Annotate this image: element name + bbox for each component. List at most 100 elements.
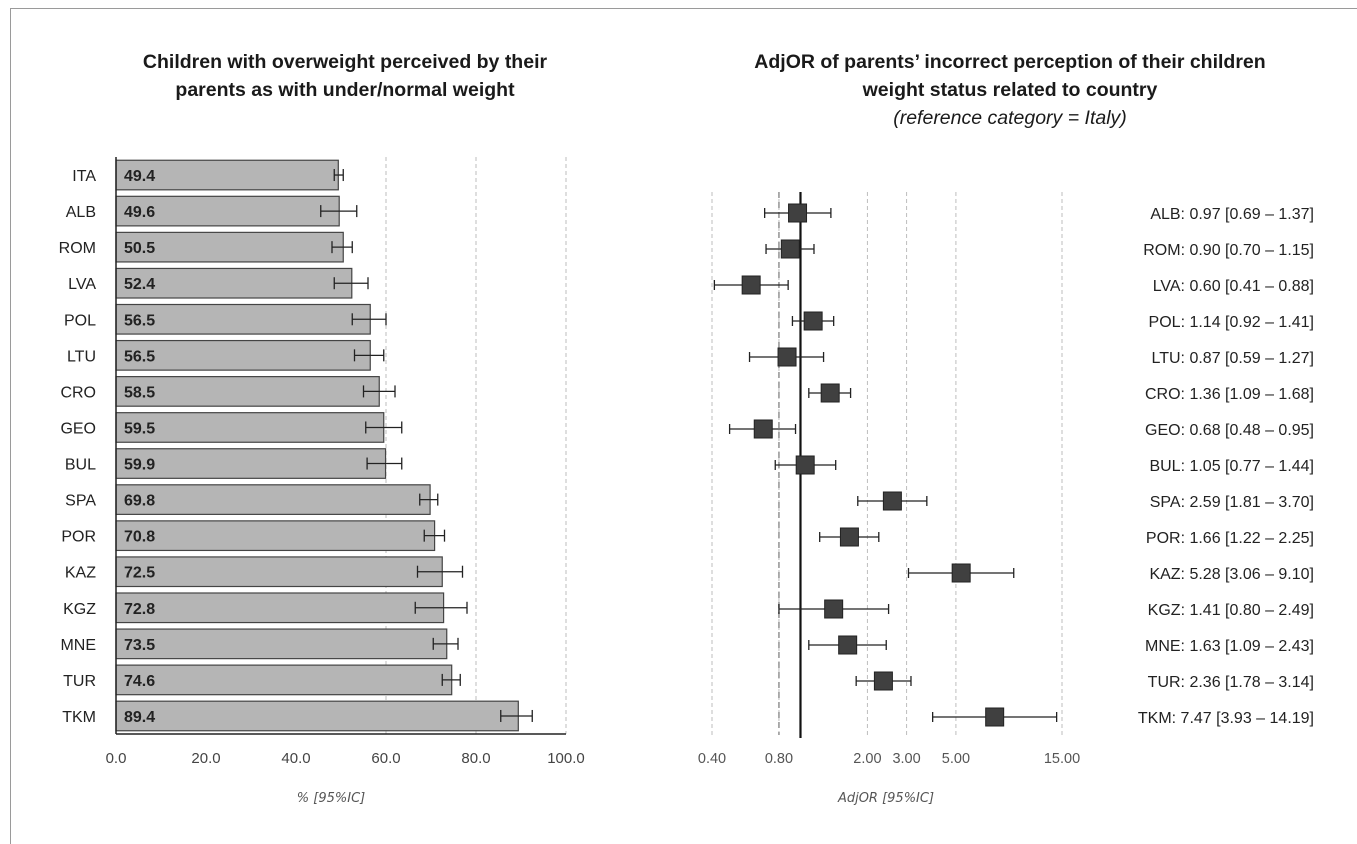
or-marker-kaz: [951, 563, 971, 583]
or-marker-cro: [820, 383, 840, 403]
bar-alb: [115, 195, 340, 227]
or-marker-pol: [803, 311, 823, 331]
right-chart-title-line1: AdjOR of parents’ incorrect perception o…: [754, 51, 1266, 73]
left-x-tick-2: 40.0: [281, 750, 310, 767]
value-label-pol: 56.5: [124, 312, 155, 329]
category-label-mne: MNE: [60, 637, 96, 654]
or-marker-spa: [882, 491, 902, 511]
or-marker-tur: [873, 671, 893, 691]
or-label-por: POR: 1.66 [1.22 – 2.25]: [1146, 530, 1314, 547]
category-label-kaz: KAZ: [65, 565, 96, 582]
or-label-tur: TUR: 2.36 [1.78 – 3.14]: [1148, 674, 1314, 691]
value-label-kaz: 72.5: [124, 565, 155, 582]
or-marker-lva: [741, 275, 761, 295]
bar-pol: [115, 303, 371, 335]
right-x-tick-4: 5.00: [942, 751, 970, 767]
bar-kgz: [115, 592, 445, 624]
bar-geo: [115, 412, 385, 443]
left-x-tick-4: 80.0: [461, 750, 490, 767]
figure-frame: [10, 8, 1357, 844]
right-x-tick-3: 3.00: [892, 751, 920, 767]
right-x-tick-0: 0.40: [698, 751, 726, 767]
or-label-geo: GEO: 0.68 [0.48 – 0.95]: [1145, 422, 1314, 439]
category-label-lva: LVA: [68, 276, 96, 293]
value-label-ita: 49.4: [124, 168, 155, 185]
or-marker-bul: [795, 455, 815, 475]
left-chart-title: Children with overweight perceived by th…: [60, 48, 630, 104]
value-label-alb: 49.6: [124, 204, 155, 221]
or-marker-tkm: [985, 707, 1005, 727]
or-label-cro: CRO: 1.36 [1.09 – 1.68]: [1145, 386, 1314, 403]
or-marker-alb: [788, 203, 808, 223]
left-x-tick-1: 20.0: [191, 750, 220, 767]
category-label-tur: TUR: [63, 673, 96, 690]
category-label-ita: ITA: [72, 168, 96, 185]
value-label-ltu: 56.5: [124, 348, 155, 365]
right-x-axis-label: AdjOR [95%IC]: [837, 791, 934, 806]
left-x-tick-0: 0.0: [106, 750, 127, 767]
category-label-ltu: LTU: [67, 348, 96, 365]
category-label-cro: CRO: [60, 384, 96, 401]
bar-tkm: [115, 700, 519, 732]
bar-lva: [115, 267, 353, 299]
or-label-mne: MNE: 1.63 [1.09 – 2.43]: [1145, 638, 1314, 655]
value-label-rom: 50.5: [124, 240, 155, 257]
value-label-bul: 59.9: [124, 457, 155, 474]
value-label-kgz: 72.8: [124, 601, 155, 618]
or-marker-por: [839, 527, 859, 547]
left-x-tick-5: 100.0: [547, 750, 585, 767]
or-label-bul: BUL: 1.05 [0.77 – 1.44]: [1149, 458, 1314, 475]
left-chart-title-line1: Children with overweight perceived by th…: [142, 51, 548, 73]
left-chart-title-line2: parents as with under/normal weight: [175, 79, 515, 101]
or-marker-geo: [753, 419, 773, 439]
left-x-axis-label: % [95%IC]: [297, 791, 365, 806]
or-marker-rom: [780, 239, 800, 259]
category-label-bul: BUL: [65, 457, 96, 474]
bar-ltu: [115, 339, 371, 371]
right-chart-subtitle: (reference category = Italy): [893, 107, 1127, 129]
bar-mne: [115, 628, 448, 660]
or-label-pol: POL: 1.14 [0.92 – 1.41]: [1149, 314, 1314, 331]
category-label-kgz: KGZ: [63, 601, 96, 618]
or-label-ltu: LTU: 0.87 [0.59 – 1.27]: [1152, 350, 1314, 367]
category-label-spa: SPA: [65, 493, 96, 510]
bar-rom: [115, 231, 344, 263]
bar-tur: [115, 664, 453, 696]
category-label-alb: ALB: [66, 204, 96, 221]
value-label-tkm: 89.4: [124, 709, 155, 726]
category-label-geo: GEO: [60, 420, 96, 437]
value-label-cro: 58.5: [124, 384, 155, 401]
category-label-por: POR: [61, 529, 96, 546]
right-x-tick-5: 15.00: [1044, 751, 1080, 767]
right-x-tick-1: 0.80: [765, 751, 793, 767]
or-label-kgz: KGZ: 1.41 [0.80 – 2.49]: [1148, 602, 1314, 619]
bar-bul: [115, 448, 387, 479]
or-marker-ltu: [777, 347, 797, 367]
value-label-tur: 74.6: [124, 673, 155, 690]
category-label-pol: POL: [64, 312, 96, 329]
or-marker-mne: [838, 635, 858, 655]
right-chart-title-line2: weight status related to country: [862, 79, 1158, 101]
or-label-spa: SPA: 2.59 [1.81 – 3.70]: [1150, 494, 1314, 511]
or-label-rom: ROM: 0.90 [0.70 – 1.15]: [1143, 242, 1314, 259]
or-label-lva: LVA: 0.60 [0.41 – 0.88]: [1153, 278, 1314, 295]
category-label-tkm: TKM: [62, 709, 96, 726]
category-label-rom: ROM: [59, 240, 96, 257]
or-label-tkm: TKM: 7.47 [3.93 – 14.19]: [1138, 710, 1314, 727]
left-x-tick-3: 60.0: [371, 750, 400, 767]
right-x-tick-2: 2.00: [853, 751, 881, 767]
or-label-alb: ALB: 0.97 [0.69 – 1.37]: [1150, 206, 1314, 223]
bar-spa: [115, 484, 431, 515]
or-marker-kgz: [824, 599, 844, 619]
value-label-geo: 59.5: [124, 420, 155, 437]
value-label-mne: 73.5: [124, 637, 155, 654]
bar-kaz: [115, 556, 443, 588]
bar-por: [115, 520, 436, 552]
value-label-por: 70.8: [124, 529, 155, 546]
value-label-spa: 69.8: [124, 493, 155, 510]
bar-cro: [115, 376, 380, 407]
value-label-lva: 52.4: [124, 276, 155, 293]
right-chart-title: AdjOR of parents’ incorrect perception o…: [680, 48, 1340, 132]
or-label-kaz: KAZ: 5.28 [3.06 – 9.10]: [1149, 566, 1314, 583]
